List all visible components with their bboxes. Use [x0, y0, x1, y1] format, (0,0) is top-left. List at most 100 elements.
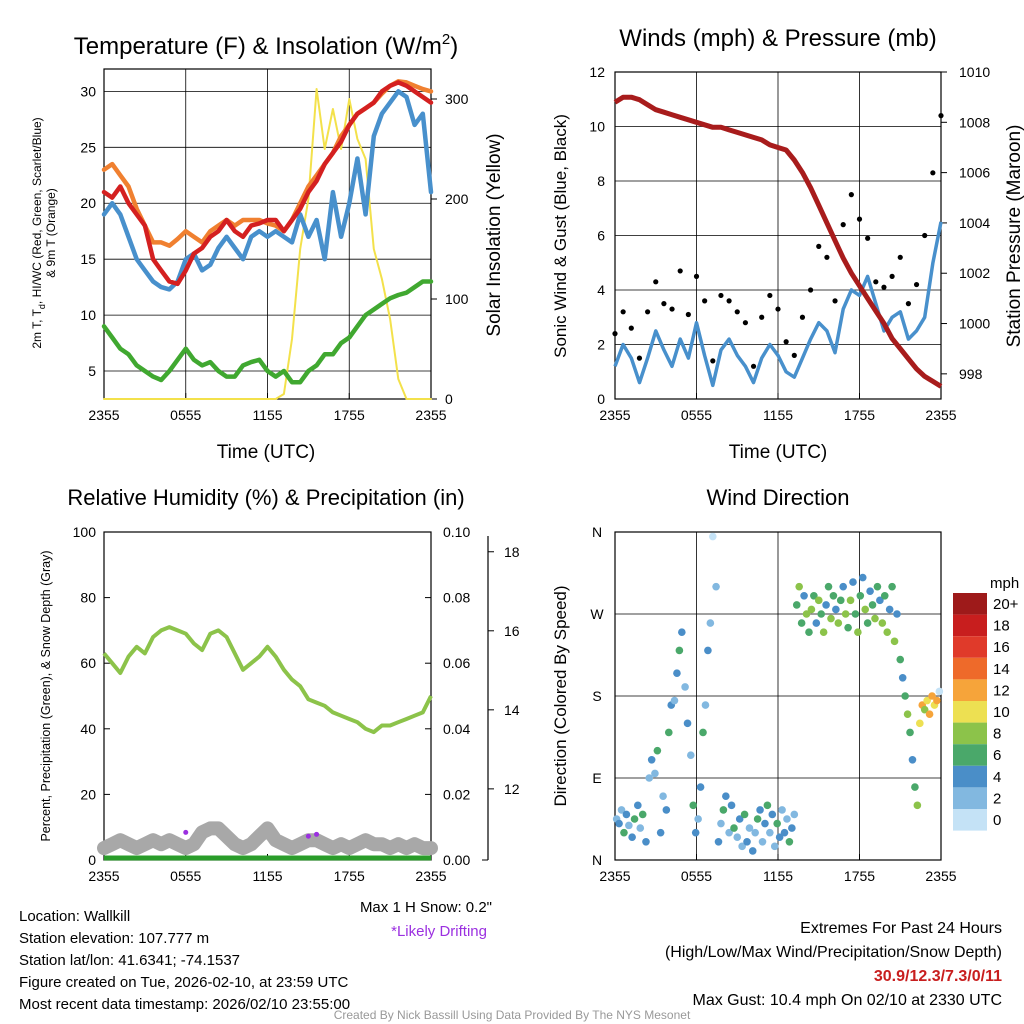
gust-point [645, 309, 651, 315]
direction-point [696, 783, 705, 791]
direction-point [766, 828, 774, 837]
gust-point [922, 232, 928, 239]
extremes-values: 30.9/12.3/7.3/0/11 [873, 968, 1002, 985]
gust-point [889, 273, 895, 279]
direction-point [871, 614, 879, 623]
legend-label: 20+ [993, 596, 1019, 613]
direction-point [617, 806, 626, 814]
y-tick-label: 4 [597, 282, 605, 298]
direction-point [819, 628, 828, 637]
legend-swatch [953, 701, 987, 723]
gust-point [685, 311, 691, 318]
y2-tick-label: 998 [959, 366, 983, 382]
gust-point [897, 254, 903, 260]
direction-point [810, 591, 818, 600]
gust-point [856, 216, 863, 222]
max-gust-text: Max Gust: 10.4 mph On 02/10 at 2330 UTC [692, 992, 1003, 1009]
direction-point [863, 619, 872, 627]
wind-title: Winds (mph) & Pressure (mb) [619, 25, 936, 52]
drifting-point [305, 833, 311, 839]
gust-point [881, 284, 887, 290]
direction-point [714, 837, 723, 846]
x-tick-label: 1155 [252, 407, 282, 423]
x-tick-label: 2355 [925, 868, 956, 884]
direction-point [751, 828, 759, 837]
direction-point [756, 806, 764, 814]
y-tick-label: 30 [80, 83, 96, 99]
direction-point [800, 591, 808, 600]
direction-point [683, 719, 692, 728]
direction-point [807, 605, 816, 614]
direction-point [670, 696, 679, 705]
max-snow-label: Max 1 H Snow: 0.2" [360, 899, 492, 916]
direction-point [773, 819, 781, 828]
gust-point [767, 292, 773, 299]
x-tick-label: 0555 [170, 868, 201, 884]
temperature-xlabel: Time (UTC) [217, 442, 316, 463]
y2-tick-label: 100 [445, 291, 469, 307]
wind-y2label: Station Pressure (Maroon) [1004, 125, 1024, 348]
legend-swatch [953, 679, 987, 701]
direction-point [686, 751, 695, 760]
x-tick-label: 1755 [844, 407, 875, 423]
gust-point [791, 352, 797, 358]
direction-point [817, 610, 825, 618]
direction-point [834, 619, 843, 627]
temperature-ylabel-line2: & 9m T (Orange) [44, 188, 58, 278]
direction-point [740, 810, 749, 819]
gust-point [669, 306, 675, 312]
direction-point [647, 755, 656, 764]
direction-point [701, 701, 710, 709]
wind-direction-title: Wind Direction [706, 485, 849, 510]
direction-point [906, 728, 914, 737]
y-tick-label: 8 [597, 173, 605, 189]
legend-label: 14 [993, 661, 1010, 678]
direction-point [933, 696, 941, 705]
station-info: Location: Wallkill Station elevation: 10… [19, 906, 350, 1016]
direction-point [790, 810, 799, 819]
direction-point [761, 819, 769, 828]
series-line-solar-insolation [103, 88, 432, 400]
direction-point [824, 582, 833, 591]
direction-point [814, 596, 823, 605]
y3-tick-label: 12 [504, 781, 520, 797]
direction-point [735, 815, 744, 823]
direction-point [783, 815, 791, 823]
gust-point [636, 355, 643, 361]
y2-tick-label: 1006 [959, 165, 990, 181]
direction-point [636, 824, 645, 832]
series-line-dewpoint [101, 279, 434, 385]
legend-swatch [953, 809, 987, 831]
gust-point [832, 298, 838, 304]
gust-point [726, 298, 732, 304]
legend-swatch [953, 593, 987, 615]
direction-point [738, 842, 746, 851]
direction-point [832, 605, 840, 614]
direction-point [758, 837, 767, 846]
gust-point [824, 254, 830, 260]
series-line-snow-depth [97, 821, 438, 856]
series-line-relative-humidity [102, 625, 433, 735]
direction-point [712, 582, 720, 591]
legend-swatch [953, 722, 987, 745]
direction-point [706, 619, 715, 627]
direction-point [659, 792, 667, 801]
direction-point [653, 746, 662, 755]
direction-point [622, 810, 631, 819]
direction-point [827, 614, 835, 623]
y-tick-label: N [592, 524, 602, 540]
series-line-station-pressure [613, 94, 943, 389]
y-tick-label: 12 [589, 64, 605, 80]
legend-label: 0 [993, 812, 1001, 829]
gust-point [628, 325, 634, 331]
x-tick-label: 1755 [844, 868, 875, 884]
y-tick-label: 10 [589, 119, 605, 135]
recent-timestamp-text: Most recent data timestamp: 2026/02/10 2… [19, 996, 351, 1013]
legend-label: 4 [993, 769, 1001, 786]
direction-point [849, 578, 857, 586]
gust-point [734, 309, 740, 315]
y3-tick-label: 18 [504, 544, 520, 560]
direction-point [689, 801, 698, 810]
direction-point [733, 833, 742, 842]
